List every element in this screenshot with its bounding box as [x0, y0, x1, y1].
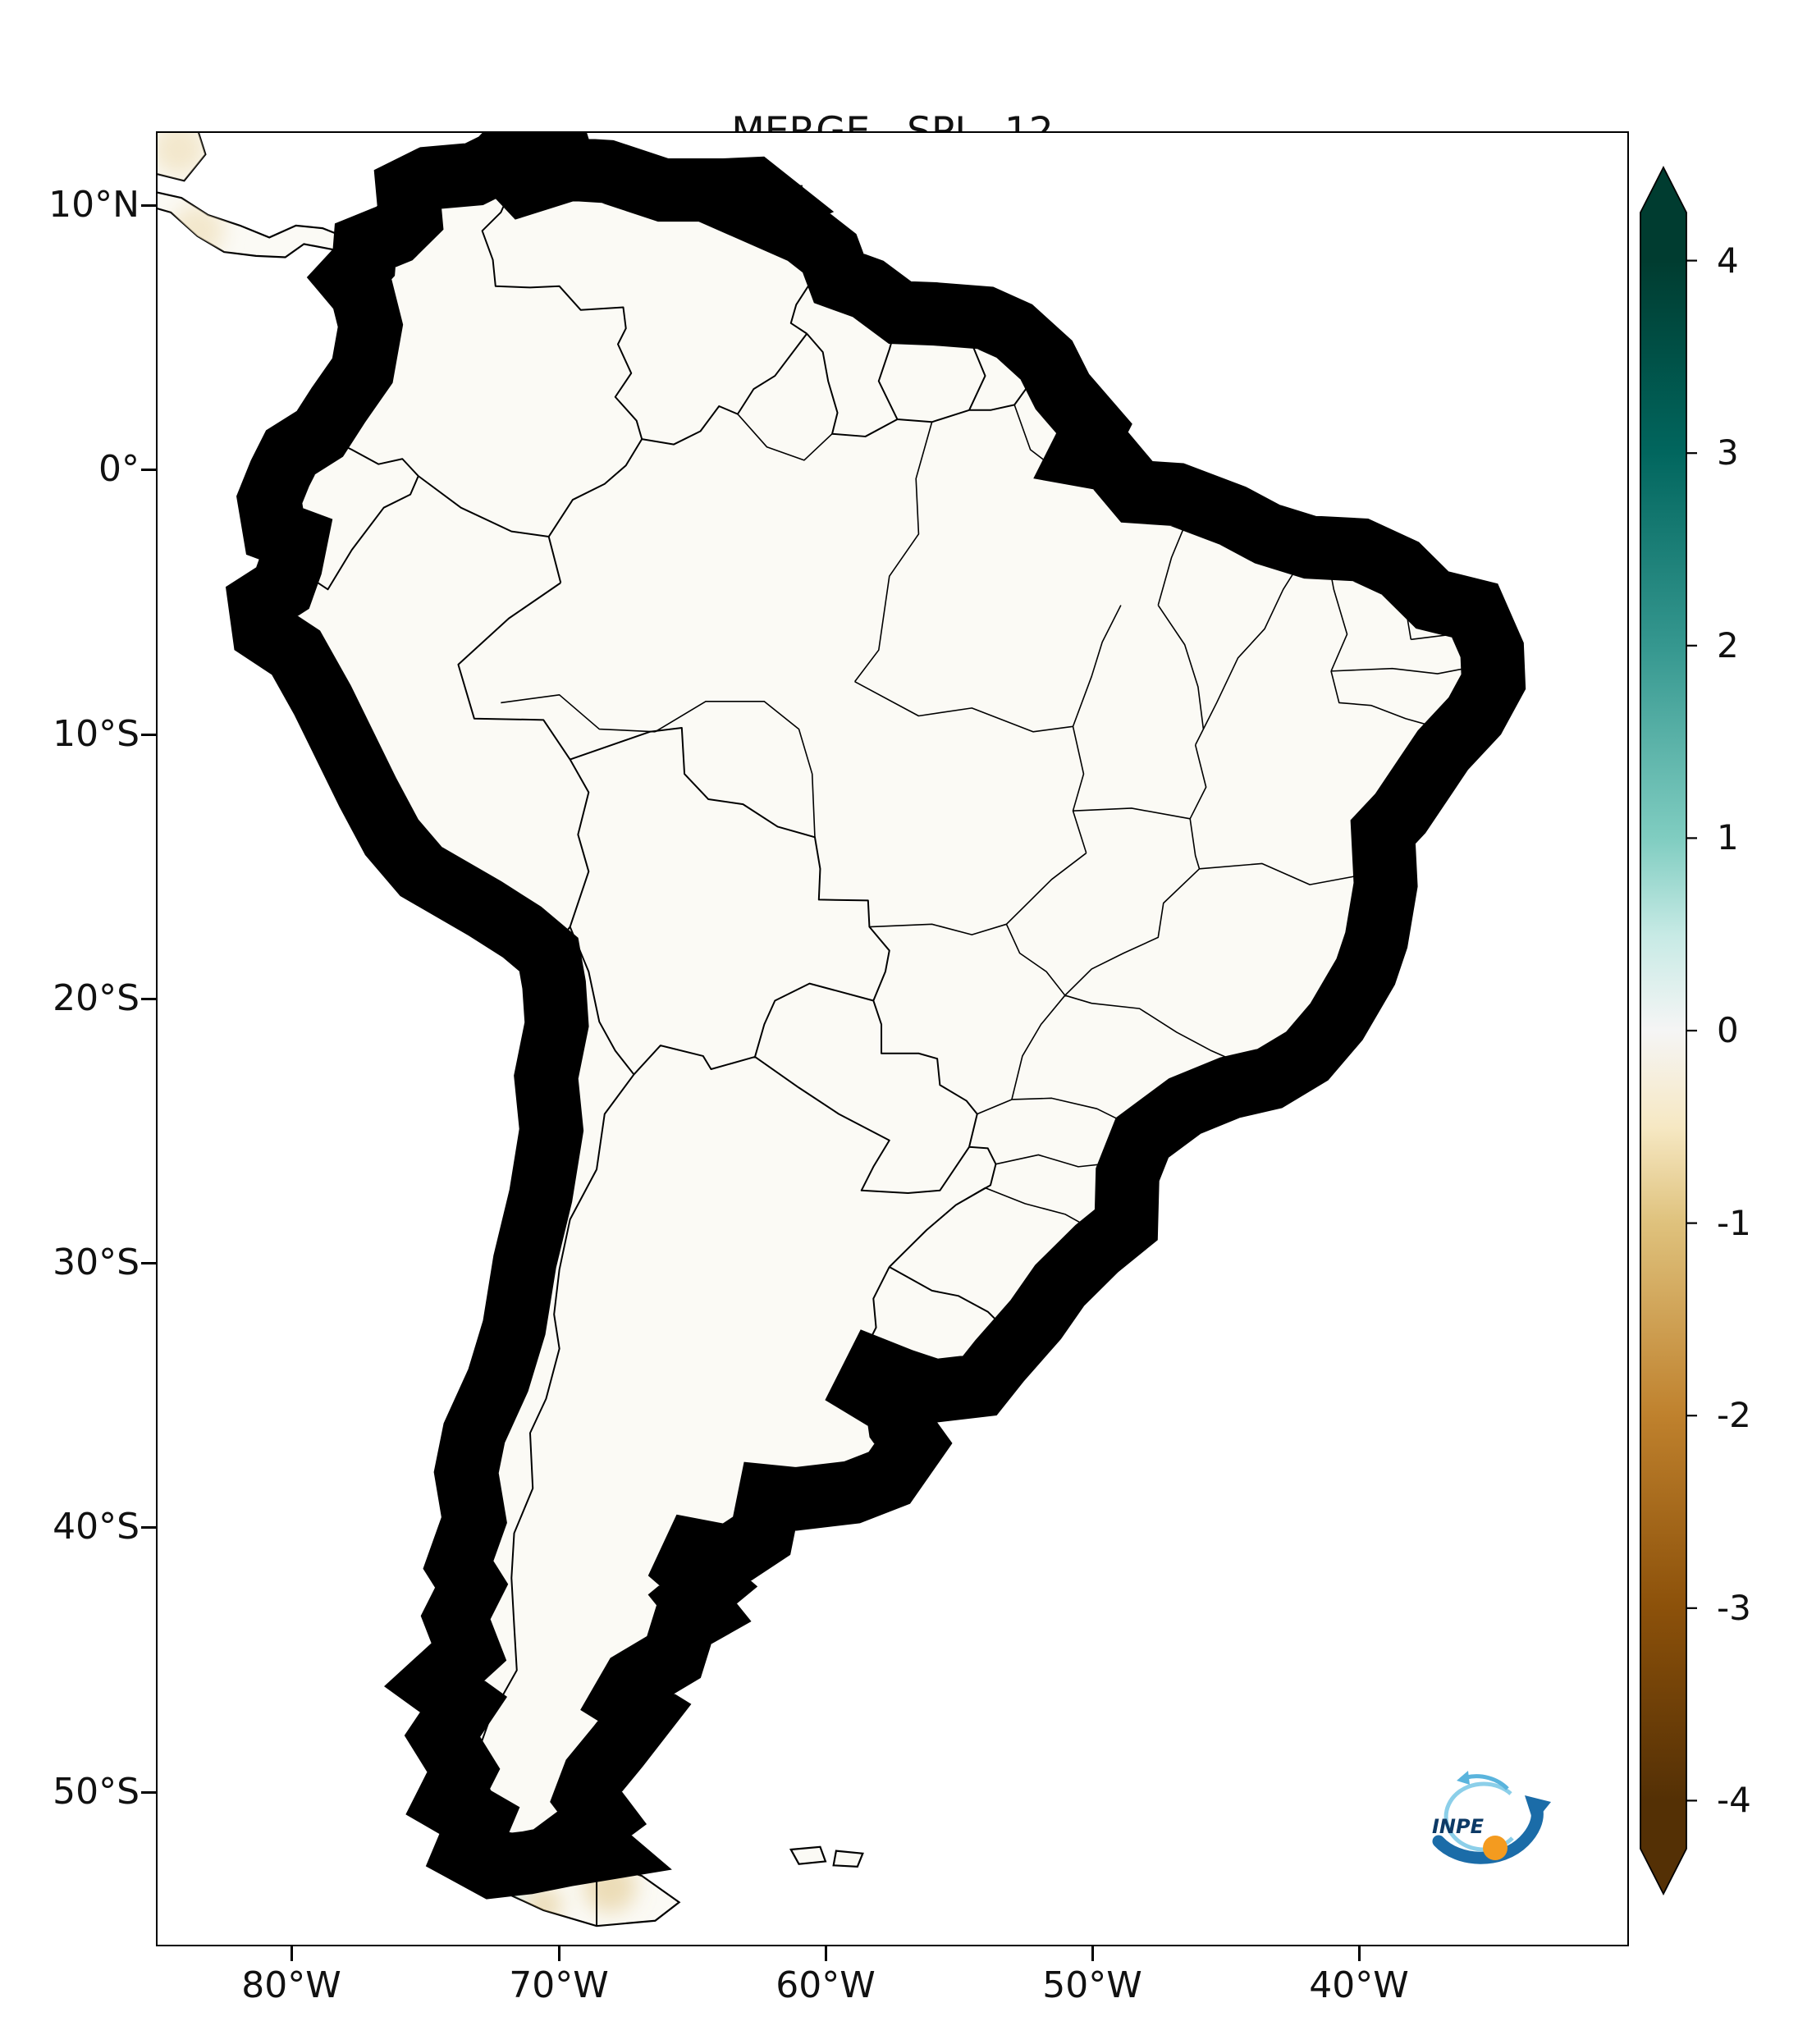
colorbar-gradient: [1640, 166, 1687, 1895]
state-borders: [501, 405, 1492, 1232]
colorbar-label-4: 4: [1717, 240, 1739, 281]
country-borders: [288, 158, 1046, 1926]
y-axis-tick: [141, 734, 156, 736]
x-axis-tick: [558, 1946, 560, 1961]
y-axis-tick: [141, 469, 156, 471]
y-tick-label-50s: 50°S: [53, 1771, 140, 1813]
colorbar-label-2: 2: [1717, 625, 1739, 665]
logo-text: INPE: [1432, 1815, 1485, 1838]
colorbar-label-m4: -4: [1717, 1780, 1751, 1820]
x-axis-tick: [1091, 1946, 1094, 1961]
logo-swirl-arrowhead: [1457, 1771, 1470, 1785]
map-plot-area: [156, 131, 1629, 1946]
colorbar-label-m3: -3: [1717, 1588, 1751, 1628]
x-axis-tick: [1358, 1946, 1361, 1961]
y-axis-tick: [141, 1262, 156, 1264]
x-axis-tick: [825, 1946, 827, 1961]
y-axis-tick: [141, 998, 156, 1000]
colorbar-ticks: [1686, 259, 1697, 1802]
x-tick-label-70w: 70°W: [509, 1964, 609, 2006]
south-america-map: [158, 133, 1627, 1945]
colorbar-label-0: 0: [1717, 1010, 1739, 1050]
y-tick-label-0: 0°: [98, 448, 140, 490]
y-axis-tick: [141, 204, 156, 207]
logo-arrow: [1432, 1804, 1544, 1864]
colorbar-label-3: 3: [1717, 432, 1739, 473]
inpe-logo: INPE: [1432, 1771, 1551, 1864]
x-tick-label-80w: 80°W: [241, 1964, 341, 2006]
y-tick-label-30s: 30°S: [53, 1241, 140, 1283]
coastline: [260, 143, 1494, 1867]
y-tick-label-40s: 40°S: [53, 1506, 140, 1548]
logo-orange-dot: [1483, 1836, 1507, 1860]
x-axis-tick: [291, 1946, 293, 1961]
colorbar-label-1: 1: [1717, 817, 1739, 857]
x-tick-label-40w: 40°W: [1309, 1964, 1409, 2006]
y-axis-tick: [141, 1791, 156, 1794]
logo-swirl-mid: [1466, 1774, 1509, 1790]
y-tick-label-10s: 10°S: [53, 713, 140, 755]
colorbar: [1640, 166, 1697, 1895]
colorbar-label-m2: -2: [1717, 1395, 1751, 1435]
y-axis-tick: [141, 1526, 156, 1529]
y-tick-label-20s: 20°S: [53, 977, 140, 1019]
y-tick-label-10n: 10°N: [48, 184, 140, 226]
x-tick-label-50w: 50°W: [1042, 1964, 1142, 2006]
colorbar-label-m1: -1: [1717, 1203, 1751, 1243]
logo-arrow-head: [1525, 1795, 1551, 1823]
x-tick-label-60w: 60°W: [775, 1964, 876, 2006]
